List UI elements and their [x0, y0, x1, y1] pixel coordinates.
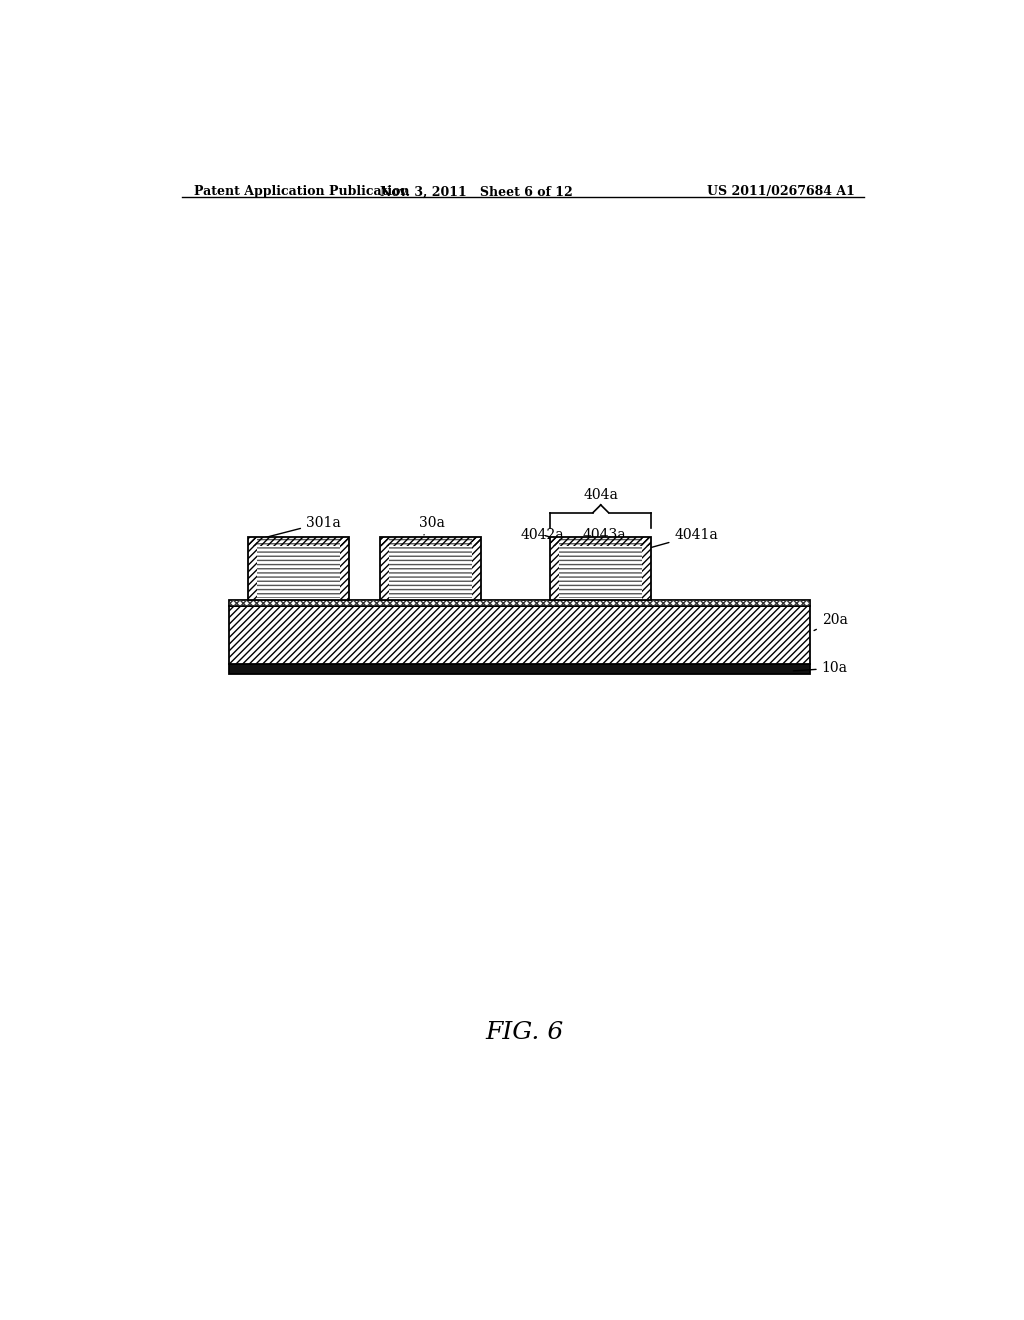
Bar [228, 606, 810, 664]
Text: 30a: 30a [419, 516, 444, 535]
Text: Nov. 3, 2011   Sheet 6 of 12: Nov. 3, 2011 Sheet 6 of 12 [380, 185, 573, 198]
Bar [228, 601, 810, 606]
Bar [228, 606, 810, 664]
Bar [257, 537, 340, 598]
Text: Patent Application Publication: Patent Application Publication [194, 185, 410, 198]
Bar [340, 537, 349, 601]
Text: 301a: 301a [257, 516, 341, 540]
Bar [248, 537, 257, 601]
Bar [380, 537, 480, 601]
Text: 10a: 10a [794, 661, 848, 675]
Bar [248, 537, 349, 546]
Bar [228, 664, 810, 675]
Text: 20a: 20a [814, 614, 848, 631]
Bar [472, 537, 480, 601]
Text: 4042a: 4042a [521, 528, 564, 543]
Text: US 2011/0267684 A1: US 2011/0267684 A1 [708, 185, 855, 198]
Text: 4043a: 4043a [583, 528, 627, 543]
Bar [248, 537, 349, 601]
Bar [642, 537, 651, 601]
Bar [550, 537, 651, 546]
Text: 4041a: 4041a [649, 528, 718, 548]
Bar [228, 601, 810, 606]
Bar [550, 537, 651, 601]
Bar [389, 537, 472, 598]
Bar [550, 537, 559, 601]
Bar [380, 537, 389, 601]
Bar [380, 537, 480, 546]
Bar [559, 537, 642, 598]
Text: FIG. 6: FIG. 6 [485, 1020, 564, 1044]
Text: 404a: 404a [584, 488, 618, 502]
